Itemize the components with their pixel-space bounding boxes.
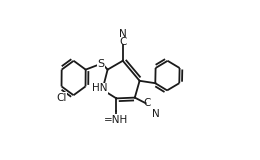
Text: N: N (152, 109, 160, 119)
Text: C: C (119, 37, 126, 47)
Text: NH: NH (107, 118, 122, 128)
Text: C: C (144, 98, 151, 108)
Text: =NH: =NH (104, 115, 128, 125)
Text: S: S (98, 59, 105, 69)
Text: Cl: Cl (56, 93, 67, 103)
Text: HN: HN (92, 83, 108, 93)
Text: N: N (119, 29, 127, 39)
